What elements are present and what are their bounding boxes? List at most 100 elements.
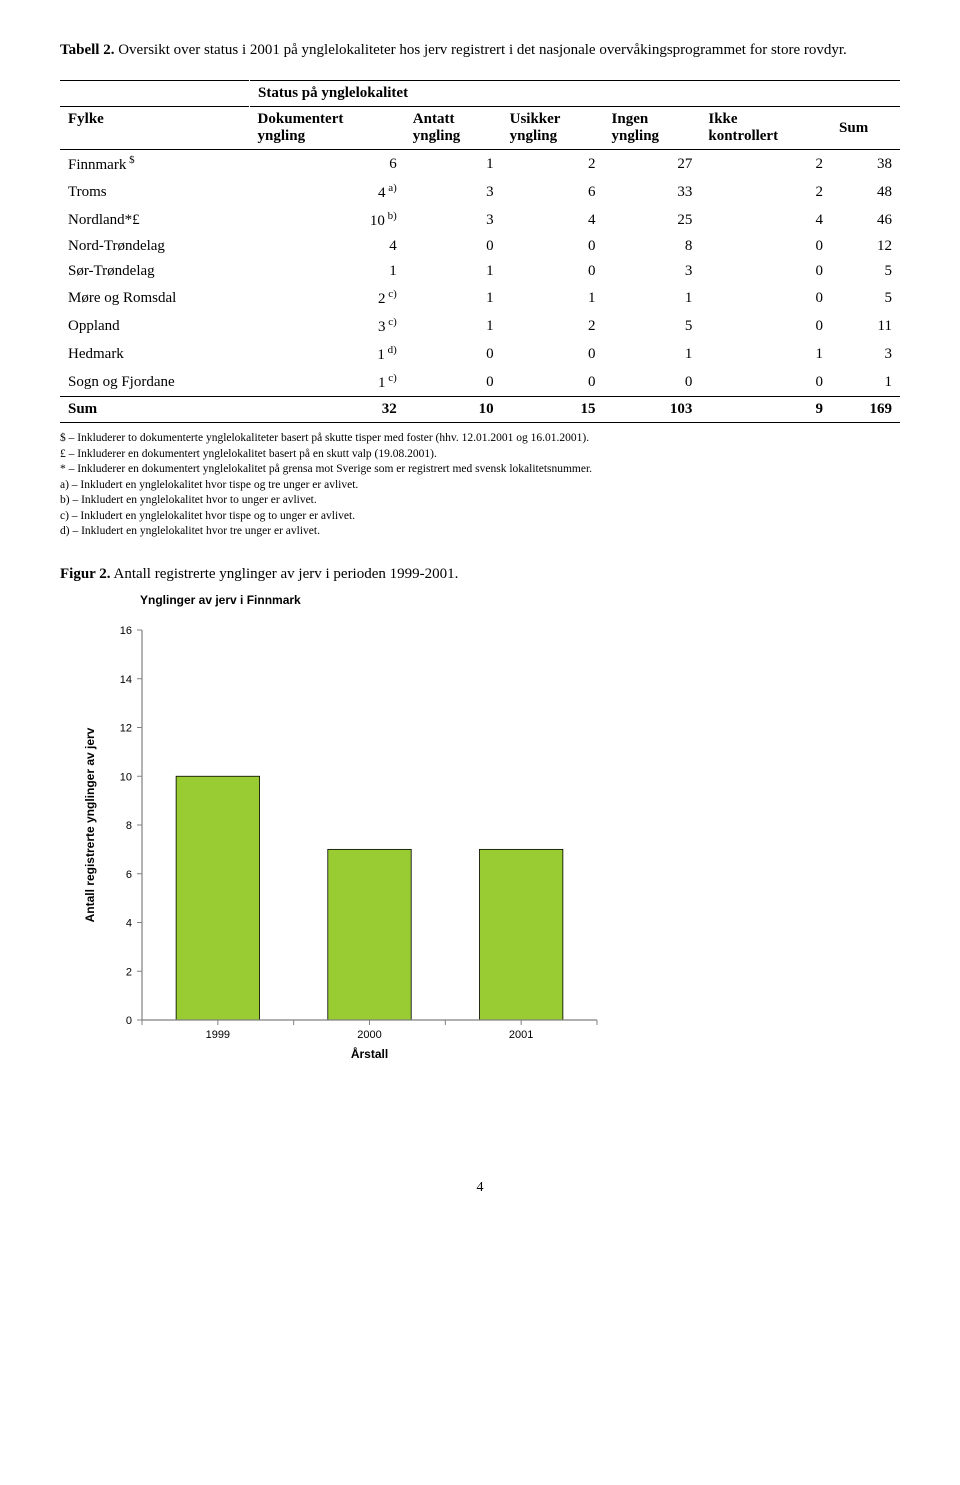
table-row: Nord-Trøndelag4008012 <box>60 234 900 259</box>
sum-label: Sum <box>60 397 250 423</box>
table-cell: 25 <box>604 206 701 234</box>
table-title: Tabell 2. Oversikt over status i 2001 på… <box>60 40 900 60</box>
column-header: Ingenyngling <box>604 107 701 150</box>
table-cell: 1 d) <box>250 340 405 368</box>
row-label: Møre og Romsdal <box>60 284 250 312</box>
table-cell: 0 <box>502 234 604 259</box>
sum-cell: 9 <box>700 397 831 423</box>
table-row: Troms4 a)3633248 <box>60 178 900 206</box>
table-cell: 5 <box>604 312 701 340</box>
svg-text:2001: 2001 <box>509 1029 533 1041</box>
y-axis-label: Antall registrerte ynglinger av jerv <box>83 727 97 922</box>
bar <box>328 849 411 1020</box>
table-cell: 0 <box>405 234 502 259</box>
chart-container: Ynglinger av jerv i Finnmark 02468101214… <box>80 593 900 1080</box>
table-cell: 1 <box>604 340 701 368</box>
table-cell: 27 <box>604 150 701 179</box>
table-row: Møre og Romsdal2 c)11105 <box>60 284 900 312</box>
sum-cell: 32 <box>250 397 405 423</box>
chart-title: Ynglinger av jerv i Finnmark <box>140 593 900 607</box>
table-cell: 0 <box>405 340 502 368</box>
svg-text:14: 14 <box>120 674 132 686</box>
svg-text:1999: 1999 <box>206 1029 230 1041</box>
table-row: Sogn og Fjordane1 c)00001 <box>60 368 900 397</box>
bar <box>479 849 562 1020</box>
footnote-line: d) – Inkludert en ynglelokalitet hvor tr… <box>60 524 900 540</box>
footnote-line: c) – Inkludert en ynglelokalitet hvor ti… <box>60 509 900 525</box>
svg-text:16: 16 <box>120 625 132 637</box>
svg-text:8: 8 <box>126 820 132 832</box>
bar <box>176 776 259 1020</box>
table-cell: 0 <box>604 368 701 397</box>
column-header: Sum <box>831 107 900 150</box>
x-axis-label: Årstall <box>351 1046 388 1061</box>
page-number: 4 <box>60 1180 900 1196</box>
table-cell: 6 <box>250 150 405 179</box>
table-cell: 0 <box>700 259 831 284</box>
footnote-line: $ – Inkluderer to dokumenterte yngleloka… <box>60 431 900 447</box>
table-cell: 4 <box>502 206 604 234</box>
table-cell: 3 c) <box>250 312 405 340</box>
table-cell: 46 <box>831 206 900 234</box>
row-label: Finnmark $ <box>60 150 250 179</box>
status-table: Status på ynglelokalitet FylkeDokumenter… <box>60 80 900 423</box>
table-cell: 0 <box>502 368 604 397</box>
sum-cell: 103 <box>604 397 701 423</box>
table-cell: 48 <box>831 178 900 206</box>
table-cell: 1 <box>831 368 900 397</box>
figure-title: Figur 2. Antall registrerte ynglinger av… <box>60 566 900 583</box>
column-header: Usikkeryngling <box>502 107 604 150</box>
footnote-line: b) – Inkludert en ynglelokalitet hvor to… <box>60 493 900 509</box>
table-cell: 1 <box>405 312 502 340</box>
table-cell: 0 <box>700 368 831 397</box>
table-row: Nordland*£10 b)3425446 <box>60 206 900 234</box>
svg-text:12: 12 <box>120 722 132 734</box>
row-label: Hedmark <box>60 340 250 368</box>
table-cell: 5 <box>831 284 900 312</box>
table-row: Oppland3 c)125011 <box>60 312 900 340</box>
table-cell: 1 <box>405 259 502 284</box>
figure-title-bold: Figur 2. <box>60 566 111 582</box>
row-label: Troms <box>60 178 250 206</box>
table-cell: 10 b) <box>250 206 405 234</box>
table-cell: 2 c) <box>250 284 405 312</box>
table-cell: 1 c) <box>250 368 405 397</box>
column-header-row: FylkeDokumentertynglingAntattynglingUsik… <box>60 107 900 150</box>
table-cell: 3 <box>405 206 502 234</box>
footnote-line: * – Inkluderer en dokumentert ynglelokal… <box>60 462 900 478</box>
table-cell: 0 <box>502 259 604 284</box>
row-label: Sogn og Fjordane <box>60 368 250 397</box>
status-header-cell: Status på ynglelokalitet <box>250 81 832 107</box>
table-cell: 2 <box>502 312 604 340</box>
table-cell: 5 <box>831 259 900 284</box>
table-cell: 0 <box>700 284 831 312</box>
table-cell: 11 <box>831 312 900 340</box>
table-cell: 4 <box>700 206 831 234</box>
status-header-row: Status på ynglelokalitet <box>60 81 900 107</box>
svg-text:4: 4 <box>126 917 132 929</box>
table-body: Finnmark $61227238Troms4 a)3633248Nordla… <box>60 150 900 397</box>
table-title-bold: Tabell 2. <box>60 42 114 58</box>
column-header: Ikkekontrollert <box>700 107 831 150</box>
table-cell: 3 <box>604 259 701 284</box>
table-cell: 4 a) <box>250 178 405 206</box>
footnotes: $ – Inkluderer to dokumenterte yngleloka… <box>60 431 900 540</box>
column-header: Fylke <box>60 107 250 150</box>
table-cell: 0 <box>700 234 831 259</box>
table-title-rest: Oversikt over status i 2001 på yngleloka… <box>114 42 846 58</box>
row-label: Sør-Trøndelag <box>60 259 250 284</box>
row-label: Oppland <box>60 312 250 340</box>
svg-text:6: 6 <box>126 869 132 881</box>
table-cell: 38 <box>831 150 900 179</box>
table-row: Sør-Trøndelag110305 <box>60 259 900 284</box>
table-cell: 2 <box>700 178 831 206</box>
table-cell: 1 <box>604 284 701 312</box>
svg-text:10: 10 <box>120 771 132 783</box>
svg-text:0: 0 <box>126 1015 132 1027</box>
table-cell: 3 <box>405 178 502 206</box>
table-cell: 6 <box>502 178 604 206</box>
column-header: Antattyngling <box>405 107 502 150</box>
table-cell: 0 <box>502 340 604 368</box>
row-label: Nord-Trøndelag <box>60 234 250 259</box>
table-cell: 1 <box>700 340 831 368</box>
